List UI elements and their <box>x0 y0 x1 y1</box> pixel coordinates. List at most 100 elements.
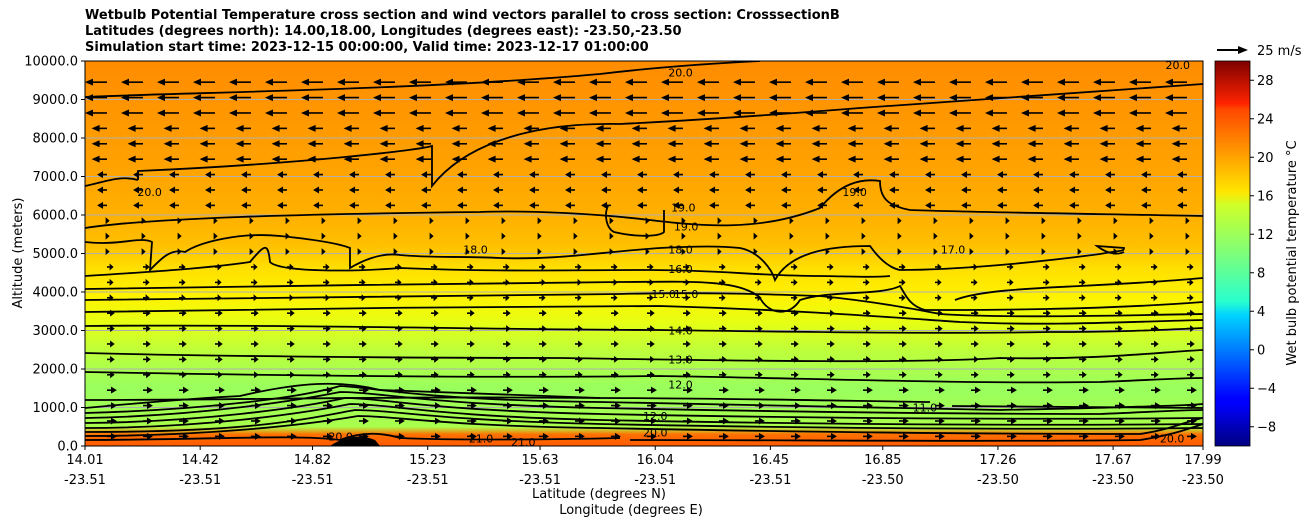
wind-vector-head <box>853 171 860 179</box>
wind-vector-head <box>1046 325 1051 333</box>
wind-vector-head <box>938 417 945 425</box>
wind-vector-head <box>817 186 824 194</box>
contour-label: 18.0 <box>668 244 693 257</box>
wind-vector-head <box>1135 124 1144 132</box>
wind-vector-head <box>1154 309 1159 317</box>
wind-vector-head <box>1010 309 1015 317</box>
wind-vector-head <box>1118 355 1123 363</box>
wind-vector-head <box>1118 386 1125 394</box>
wind-vector-head <box>758 325 763 333</box>
wind-vector-head <box>1077 248 1082 256</box>
wind-vector-head <box>182 325 187 333</box>
wind-vector-head <box>349 186 356 194</box>
wind-vector-head <box>290 417 297 425</box>
wind-vector-head <box>398 325 403 333</box>
y-tick-label: 4000.0 <box>33 286 79 301</box>
wind-vector-head <box>313 171 320 179</box>
wind-vector-head <box>182 355 187 363</box>
wind-vector-head <box>146 355 151 363</box>
quiver-key: 25 m/s <box>1217 44 1302 59</box>
wind-vector-head <box>1082 417 1089 425</box>
wind-vector-head <box>637 186 644 194</box>
wind-vector-head <box>493 171 500 179</box>
wind-vector-head <box>254 309 259 317</box>
wind-vector-head <box>127 140 136 148</box>
wind-vector-head <box>841 109 849 117</box>
contour-line <box>85 403 1203 429</box>
wind-vector-head <box>229 78 237 86</box>
wind-vector-head <box>121 78 129 86</box>
wind-vector-head <box>901 263 906 271</box>
x-axis: 14.01 -23.51 14.42 -23.51 14.82 -23.51 15.23 -2… <box>64 446 1224 488</box>
wind-vector-head <box>169 171 176 179</box>
wind-vector-head <box>866 371 871 379</box>
wind-vector-head <box>830 340 835 348</box>
wind-vector-head <box>877 78 885 86</box>
wind-vector-head <box>337 94 345 102</box>
wind-vector-head <box>866 355 871 363</box>
wind-vector-head <box>901 294 906 302</box>
wind-vector-head <box>470 432 477 440</box>
wind-vector-head <box>213 248 218 256</box>
wind-vector-head <box>649 294 654 302</box>
wind-vector-head <box>853 201 860 209</box>
wind-vector-head <box>109 263 114 271</box>
wind-vector-head <box>277 201 284 209</box>
contour-line <box>85 305 1203 325</box>
y-tick-label: 5000.0 <box>33 247 79 262</box>
wind-vector-head <box>897 217 902 225</box>
wind-vector-head <box>470 371 475 379</box>
wind-vector-head <box>681 248 686 256</box>
wind-vector-head <box>1185 232 1190 240</box>
wind-vector-head <box>271 124 280 132</box>
wind-vector-head <box>326 309 331 317</box>
wind-vector-head <box>85 94 93 102</box>
wind-vector-head <box>650 386 657 394</box>
wind-vector-head <box>357 217 362 225</box>
wind-vector-head <box>1082 340 1087 348</box>
wind-vector-head <box>517 109 525 117</box>
wind-vector-head <box>631 140 640 148</box>
wind-vector-head <box>649 263 654 271</box>
wind-vector-head <box>825 248 830 256</box>
wind-vector-head <box>218 386 225 394</box>
wind-vector-head <box>217 263 222 271</box>
wind-vector-head <box>398 340 403 348</box>
wind-vector-head <box>933 248 938 256</box>
wind-vector-head <box>829 278 834 286</box>
wind-vector-head <box>578 355 583 363</box>
wind-vector-head <box>445 109 453 117</box>
wind-vector-head <box>985 109 993 117</box>
contour-line <box>85 349 1203 363</box>
wind-vector-head <box>697 94 705 102</box>
y-tick-label: 9000.0 <box>33 93 79 108</box>
wind-vector-head <box>1190 417 1197 425</box>
x-tick-label-lon: -23.51 <box>179 473 221 488</box>
colorbar-tick-label: −8 <box>1257 420 1276 435</box>
wind-vector-head <box>811 155 820 163</box>
wind-vector-head <box>938 402 945 410</box>
wind-vector-head <box>217 294 222 302</box>
wind-vector-head <box>393 248 398 256</box>
wind-vector-head <box>326 386 333 394</box>
wind-vector-head <box>775 124 784 132</box>
wind-vector-head <box>661 109 669 117</box>
x-tick-label-lon: -23.50 <box>977 473 1019 488</box>
wind-vector-head <box>601 186 608 194</box>
wind-vector-head <box>205 171 212 179</box>
wind-vector-head <box>523 155 532 163</box>
wind-vector-head <box>133 201 140 209</box>
wind-vector-head <box>758 371 763 379</box>
contour-label: 20.0 <box>1165 59 1190 72</box>
wind-vector-head <box>1045 278 1050 286</box>
wind-vector-head <box>866 325 871 333</box>
wind-vector-head <box>613 294 618 302</box>
wind-vector-head <box>1154 432 1161 440</box>
wind-vector-head <box>1005 248 1010 256</box>
grid-lines <box>85 99 1203 408</box>
wind-vector-head <box>1141 171 1148 179</box>
wind-vector-head <box>758 386 765 394</box>
wind-vector-head <box>830 417 837 425</box>
wind-vector-head <box>398 402 405 410</box>
wind-vector-head <box>289 278 294 286</box>
